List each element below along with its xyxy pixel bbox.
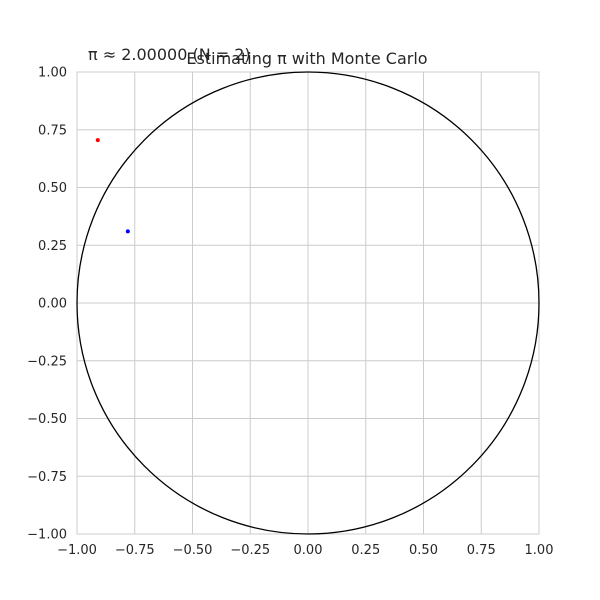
y-tick-label: −0.75 [27,470,67,485]
y-tick-label: 0.25 [38,239,67,254]
unit-circle [76,71,540,535]
y-tick-label: 1.00 [38,66,67,81]
chart-title: Estimating π with Monte Carlo [186,49,427,68]
x-tick-label: −0.50 [173,543,213,558]
y-tick-label: 0.50 [38,181,67,196]
x-tick-label: −0.25 [230,543,270,558]
y-tick-label: −1.00 [27,528,67,543]
y-tick-label: −0.50 [27,412,67,427]
y-axis-ticks: −1.00 −0.75 −0.50 −0.25 0.00 0.25 0.50 0.75 1.00 [27,66,67,543]
inside-point-1 [125,229,130,234]
pi-estimate-annotation: π ≈ 2.00000 (N = 2) [88,45,251,64]
x-tick-label: 0.25 [351,543,380,558]
y-tick-label: 0.75 [38,123,67,138]
x-tick-label: 1.00 [525,543,554,558]
x-tick-label: −0.75 [115,543,155,558]
sample-points [95,138,130,234]
x-tick-label: 0.75 [467,543,496,558]
y-tick-label: 0.00 [38,297,67,312]
outside-point-0 [95,138,100,143]
x-tick-label: 0.50 [409,543,438,558]
x-tick-label: −1.00 [57,543,97,558]
y-tick-label: −0.25 [27,354,67,369]
x-tick-label: 0.00 [294,543,323,558]
x-axis-ticks: −1.00 −0.75 −0.50 −0.25 0.00 0.25 0.50 0.75 1.00 [57,543,553,558]
